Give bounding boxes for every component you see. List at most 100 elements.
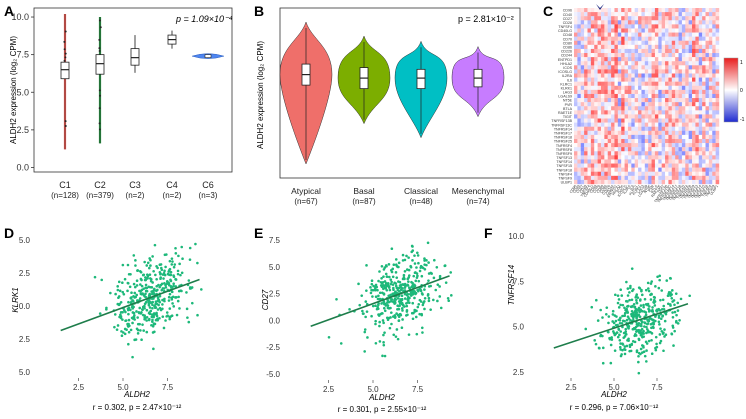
heatmap-cell [644, 143, 649, 148]
heatmap-cell [584, 36, 588, 41]
heatmap-cell [614, 20, 619, 25]
scatter-point [145, 264, 149, 267]
heatmap-cell [634, 106, 639, 111]
scatter-point [139, 283, 142, 286]
heatmap-cell [695, 114, 699, 119]
scatter-point [396, 297, 400, 300]
heatmap-row-label: IL2RA [562, 74, 573, 78]
heatmap-cell [574, 118, 578, 123]
heatmap-cell [675, 57, 679, 62]
heatmap-cell [668, 89, 672, 95]
heatmap-col-label: ENTPD1 [607, 184, 618, 198]
heatmap-cell [668, 81, 672, 86]
heatmap-cell [624, 32, 629, 37]
scatter-point [164, 286, 168, 289]
x-tick-label: 2.5 [73, 383, 85, 392]
heatmap-cell [631, 16, 635, 21]
heatmap-cell [621, 114, 625, 119]
heatmap-cell [668, 40, 672, 46]
heatmap-cell [654, 32, 659, 37]
scatter-point [93, 275, 97, 279]
heatmap-cell [671, 122, 676, 127]
heatmap-cell [614, 48, 619, 54]
heatmap-cell [692, 171, 696, 177]
x-tick-label-b: Mesenchymal [452, 186, 505, 196]
heatmap-cell [594, 98, 598, 103]
heatmap-cell [621, 171, 625, 177]
heatmap-row-label: TNFSF4 [558, 25, 572, 29]
heatmap-cell [604, 24, 608, 29]
heatmap-cell [665, 159, 669, 164]
heatmap-cell [715, 32, 720, 37]
heatmap-cell [580, 57, 585, 62]
heatmap-cell [668, 69, 672, 74]
heatmap-cell [627, 57, 632, 62]
heatmap-cell [702, 175, 706, 181]
scatter-point [400, 294, 404, 297]
heatmap-cell [715, 16, 720, 21]
heatmap-cell [698, 126, 703, 131]
heatmap-cell [574, 106, 578, 111]
heatmap-cell [712, 73, 716, 78]
heatmap-cell [594, 36, 598, 41]
heatmap-cell [695, 167, 699, 172]
heatmap-cell [688, 98, 693, 103]
heatmap-cell [692, 167, 696, 172]
scatter-point [411, 317, 415, 321]
heatmap-cell [675, 134, 679, 140]
heatmap-cell [654, 28, 659, 33]
heatmap-cell [587, 171, 592, 177]
heatmap-cell [590, 147, 595, 152]
heatmap-cell [651, 12, 656, 17]
heatmap-cell [590, 57, 595, 62]
scatter-point [447, 299, 451, 303]
heatmap-cell [668, 130, 672, 136]
scatter-point [116, 285, 119, 288]
scatter-point [425, 259, 428, 262]
scatter-point [663, 319, 667, 323]
panel-letter-f: F [484, 225, 493, 241]
heatmap-cell [611, 147, 615, 152]
heatmap-cell [627, 36, 632, 41]
panel-letter-c: C [543, 3, 553, 19]
heatmap-cell [580, 53, 585, 58]
heatmap-cell [712, 89, 716, 95]
heatmap-cell [577, 53, 581, 58]
scatter-point [143, 314, 146, 317]
heatmap-cell [574, 93, 578, 99]
violins-b [279, 21, 505, 165]
scatter-point [117, 280, 121, 284]
heatmap-cell [641, 130, 646, 136]
scatter-point [598, 346, 601, 350]
heatmap-cell [715, 8, 720, 13]
heatmap-cell [678, 16, 683, 21]
heatmap-cell [702, 93, 706, 99]
scatter-point [194, 242, 197, 246]
heatmap-cell [671, 12, 676, 17]
heatmap-row-label: ENTPD1 [558, 58, 572, 62]
heatmap-cell [590, 98, 595, 103]
scatter-point [401, 277, 405, 281]
heatmap-cell [577, 175, 581, 181]
scatter-point [673, 329, 676, 333]
heatmap-cell [644, 106, 649, 111]
heatmap-col-label: PVR [648, 184, 656, 193]
heatmap-cell [604, 77, 608, 82]
heatmap-cell [648, 102, 652, 107]
heatmap-cell [621, 73, 625, 78]
scatter-point [413, 308, 416, 312]
scatter-point [612, 331, 616, 335]
heatmap-cell [685, 126, 689, 131]
heatmap-cell [698, 16, 703, 21]
scatter-point [374, 283, 378, 287]
scatter-point [678, 318, 681, 322]
scatter-point [637, 313, 641, 317]
heatmap-row-label: RAET1E [558, 111, 573, 115]
scatter-point [640, 320, 644, 324]
heatmap-cell [688, 138, 693, 144]
heatmap-cell [594, 53, 598, 58]
heatmap-cell [580, 77, 585, 82]
scatter-point [629, 284, 632, 288]
scatter-point [392, 333, 396, 337]
heatmap-cell [590, 69, 595, 74]
